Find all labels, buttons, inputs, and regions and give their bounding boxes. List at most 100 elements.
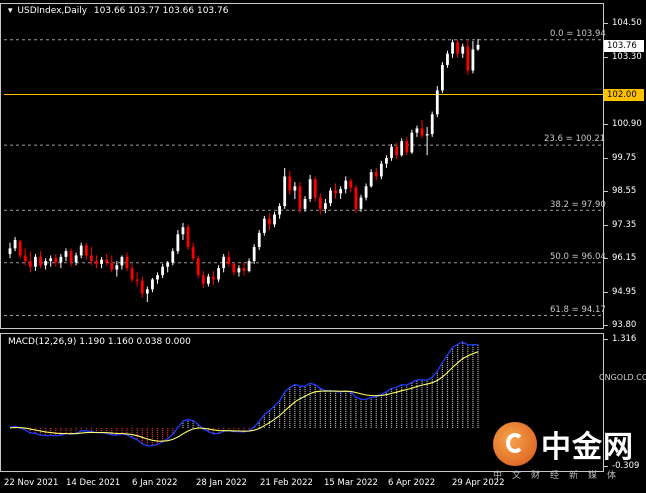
candle-body (44, 261, 48, 266)
macd-axis[interactable]: 1.316 -0.309 (603, 333, 646, 473)
candle-body (79, 245, 83, 256)
price-tick: 96.15 (603, 253, 637, 263)
candle-body (247, 261, 251, 271)
candle-body (100, 259, 103, 264)
candle-body (400, 141, 404, 156)
candle-body (125, 256, 129, 269)
candle-body (39, 256, 42, 266)
date-label: 22 Nov 2021 (4, 478, 59, 488)
chart-header: ▾ USDIndex,Daily 103.66 103.77 103.66 10… (8, 6, 228, 16)
candle-body (69, 251, 73, 263)
candle-body (262, 218, 266, 233)
watermark-brand: 中金网 (541, 430, 634, 465)
fibo-level-50: 50.0 = 96.04 (550, 252, 606, 262)
candle-body (151, 279, 154, 290)
candle-body (278, 206, 282, 215)
candle-body (191, 246, 195, 259)
price-tick: 98.55 (603, 186, 637, 196)
candle-body (364, 186, 368, 198)
candle-body (120, 256, 124, 266)
candle-body (390, 146, 393, 159)
candle-body (374, 172, 378, 177)
candle-body (217, 268, 220, 280)
date-label: 14 Dec 2021 (66, 478, 121, 488)
candle-body (156, 275, 159, 280)
candle-body (257, 232, 261, 247)
candle-body (303, 198, 307, 209)
candle-body (201, 275, 205, 284)
candle-body (232, 263, 236, 273)
candle-body (237, 268, 241, 273)
candle-body (140, 280, 144, 294)
candle-body (13, 239, 17, 249)
ohlc-readout: 103.66 103.77 103.66 103.76 (93, 6, 229, 16)
candle-body (18, 241, 22, 256)
candle-body (171, 251, 175, 263)
candle-body (446, 53, 449, 65)
candle-body (212, 276, 215, 280)
candle-body (54, 258, 58, 263)
candle-body (89, 255, 93, 262)
macd-pane[interactable] (0, 333, 604, 472)
candle-body (49, 258, 53, 262)
candle-body (181, 227, 185, 235)
price-tick: 103.30 (604, 52, 642, 62)
level-line-label: 102.00 (604, 89, 644, 101)
macd-header: MACD(12,26,9) 1.190 1.160 0.038 0.000 (8, 337, 191, 347)
date-label: 29 Apr 2022 (452, 478, 505, 488)
candle-body (84, 245, 88, 256)
price-chart-pane[interactable] (0, 3, 604, 329)
candle-body (283, 176, 287, 207)
candle-body (369, 172, 373, 187)
candle-body (110, 262, 114, 270)
candle-body (95, 261, 98, 264)
candle-body (410, 132, 414, 153)
macd-tick: -0.309 (603, 461, 640, 471)
dropdown-arrow-icon[interactable]: ▾ (8, 6, 13, 16)
macd-signal-line (9, 351, 479, 442)
candle-body (298, 186, 302, 209)
candle-body (74, 255, 78, 263)
candle-body (329, 190, 332, 204)
candle-body (222, 256, 226, 269)
candle-body (196, 258, 200, 276)
candle-body (293, 186, 297, 191)
date-label: 6 Jan 2022 (132, 478, 178, 488)
price-tick: 104.50 (604, 18, 642, 28)
candle-body (334, 190, 337, 194)
candle-body (440, 64, 444, 91)
candle-body (405, 141, 409, 153)
candle-body (425, 134, 429, 136)
candle-body (166, 262, 170, 267)
candle-body (339, 189, 343, 194)
candle-body (115, 265, 119, 270)
candle-body (415, 128, 419, 133)
candle-body (273, 214, 276, 225)
candle-body (476, 44, 480, 50)
candle-body (451, 42, 454, 54)
candle-body (471, 49, 475, 71)
candle-body (344, 180, 348, 190)
current-price-label: 103.76 (604, 40, 644, 52)
candle-body (354, 187, 358, 209)
date-label: 6 Apr 2022 (388, 478, 436, 488)
candle-body (176, 234, 180, 252)
candle-body (323, 203, 327, 209)
price-tick: 94.95 (603, 287, 637, 297)
watermark-tagline: 中文财经新媒体 (493, 471, 627, 481)
fibo-level-61-8: 61.8 = 94.17 (550, 305, 606, 315)
macd-tick: 1.316 (603, 334, 637, 344)
watermark: 中金网 CNGOLD.COM.CN 中文财经新媒体 (493, 373, 646, 482)
candle-body (23, 255, 27, 262)
candle-body (385, 158, 388, 164)
candle-body (308, 179, 312, 199)
candle-body (105, 259, 109, 263)
candle-body (252, 246, 256, 262)
candle-body (395, 146, 399, 156)
date-label: 28 Jan 2022 (196, 478, 247, 488)
candle-body (206, 276, 210, 284)
fibo-level-0: 0.0 = 103.94 (550, 29, 606, 39)
candle-body (64, 251, 68, 257)
price-axis[interactable]: 104.50 103.30 100.90 99.75 98.55 97.35 9… (603, 0, 646, 330)
